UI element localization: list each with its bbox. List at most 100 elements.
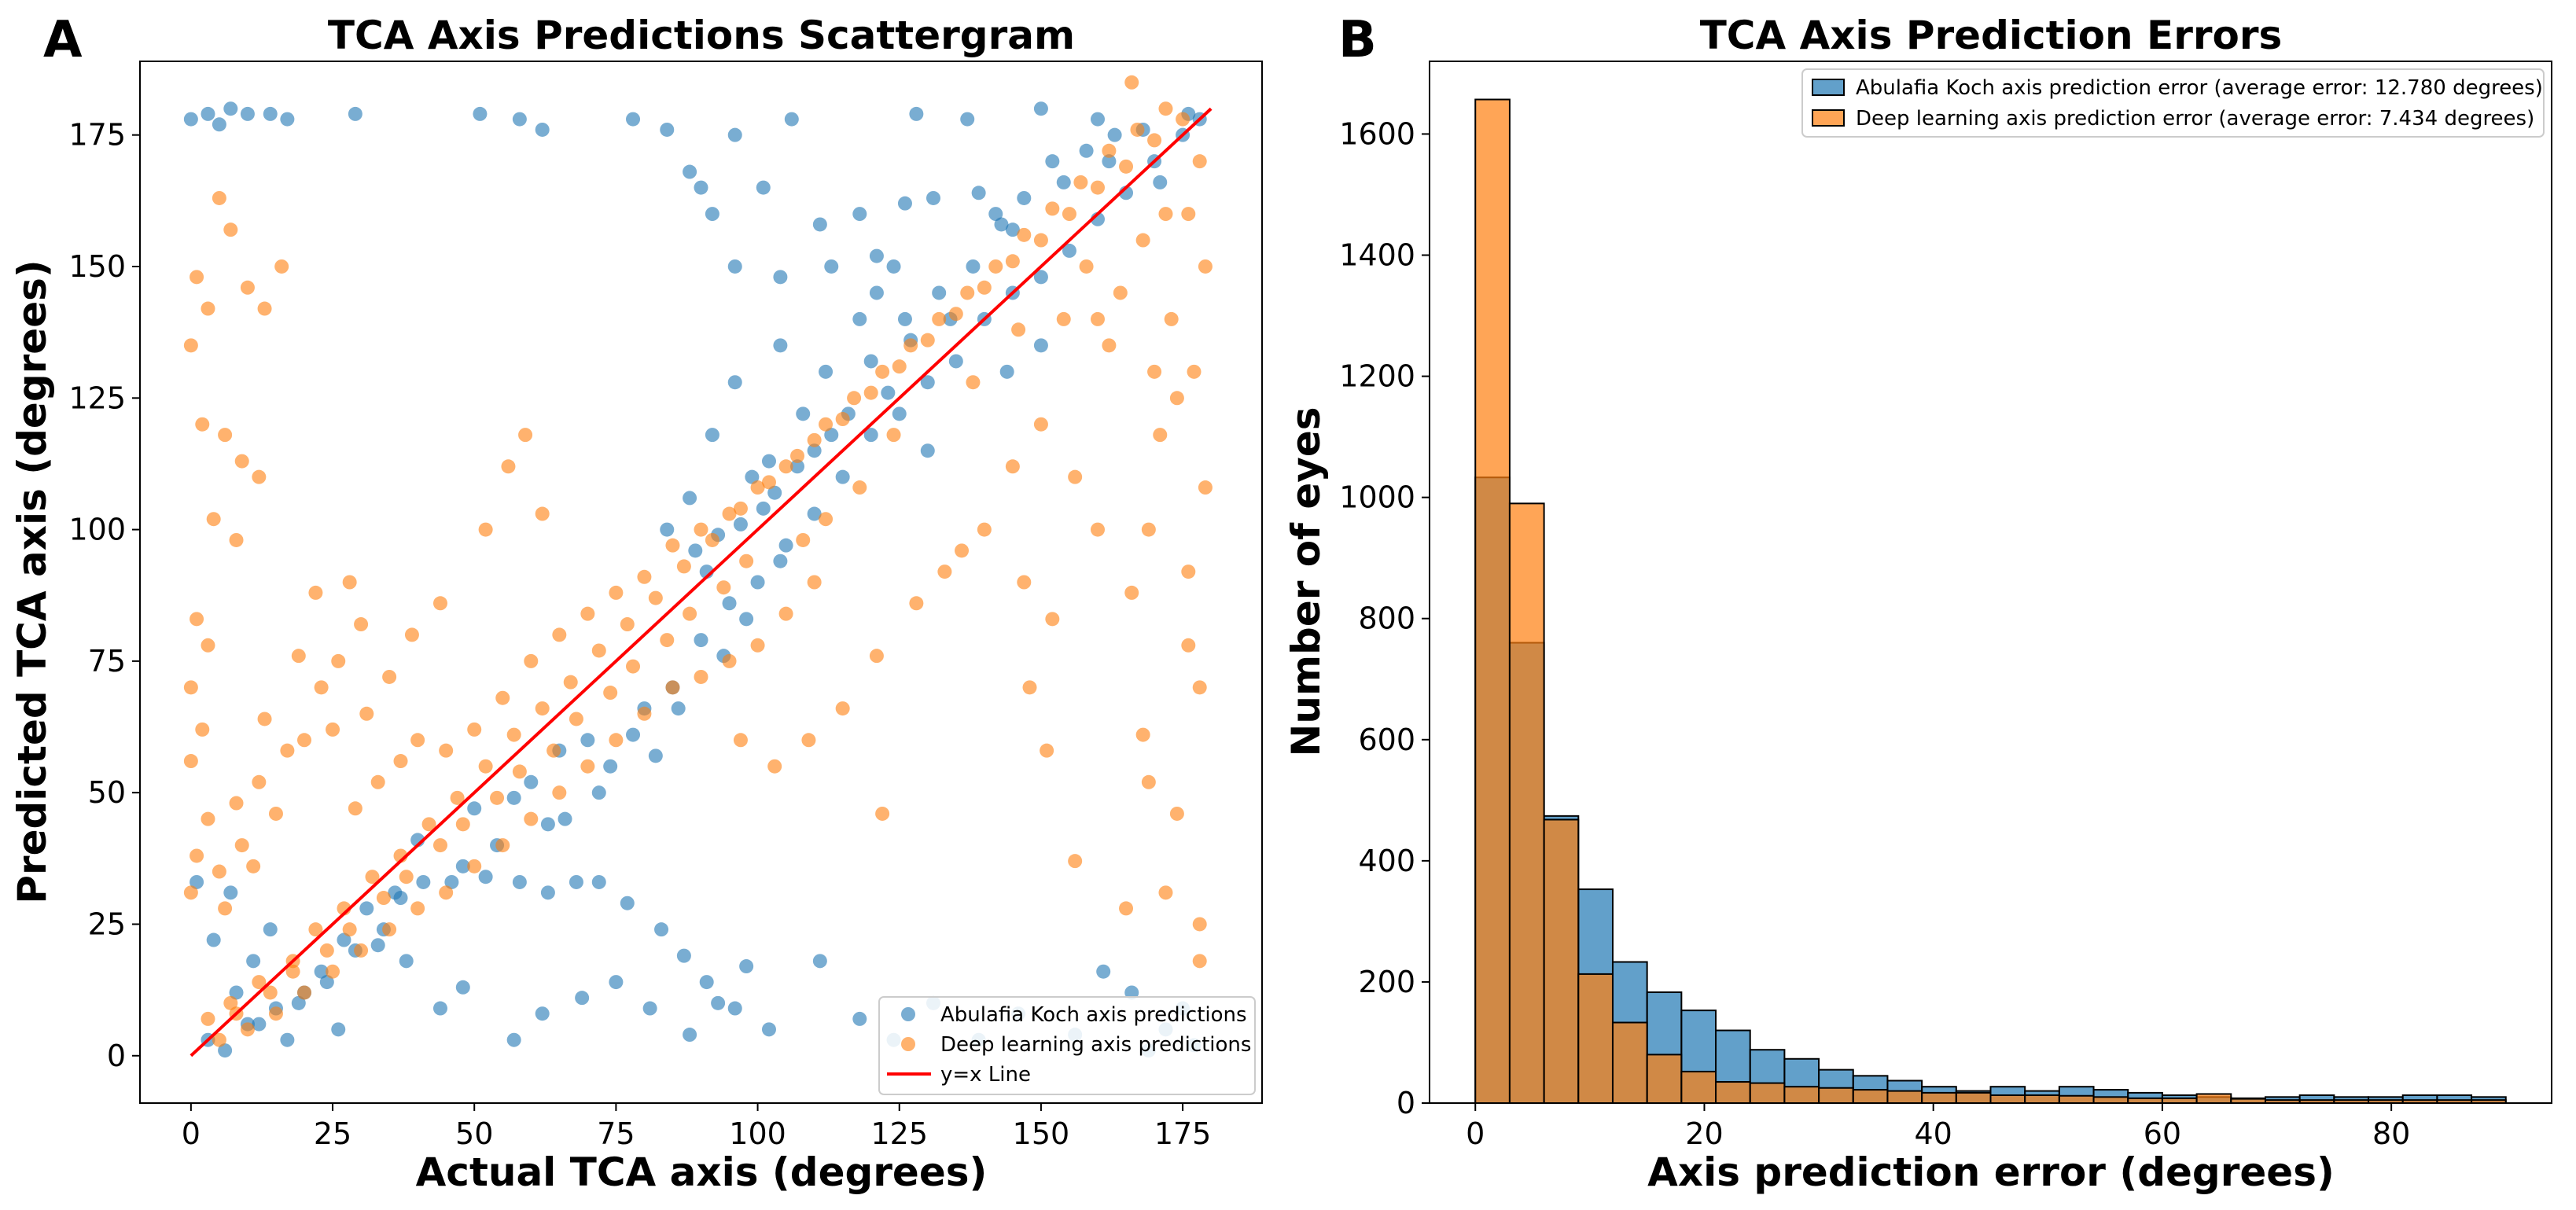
deep-learning-point: [1176, 112, 1190, 127]
abulafia-koch-point: [909, 106, 924, 121]
abulafia-koch-point: [727, 375, 742, 390]
abulafia-koch-point: [790, 459, 805, 474]
deep-learning-point: [546, 743, 561, 758]
abulafia-koch-point: [994, 217, 1009, 232]
abulafia-koch-point: [444, 874, 459, 889]
abulafia-koch-point: [603, 759, 618, 774]
deep-learning-point: [223, 223, 238, 237]
abulafia-koch-point: [1062, 243, 1076, 258]
deep-learning-error-bar: [2195, 1093, 2232, 1105]
abulafia-koch-point: [756, 180, 771, 195]
abulafia-koch-point: [756, 501, 771, 516]
legend-swatch-abulafia-koch-error: [1812, 79, 1845, 96]
deep-learning-error-bar: [2024, 1094, 2060, 1105]
abulafia-koch-point: [824, 428, 839, 443]
legend-label-reference-line: y=x Line: [940, 1063, 1031, 1087]
deep-learning-point: [626, 659, 641, 674]
deep-learning-point: [195, 722, 210, 737]
abulafia-koch-point: [863, 428, 878, 443]
deep-learning-point: [314, 680, 329, 695]
deep-learning-point: [342, 922, 357, 937]
abulafia-koch-point: [370, 938, 385, 953]
deep-learning-error-bar: [1543, 818, 1580, 1104]
legend-label-deep-learning: Deep learning axis predictions: [940, 1033, 1251, 1057]
deep-learning-point: [268, 1006, 283, 1021]
abulafia-koch-point: [812, 217, 827, 232]
legend-label-abulafia-koch-error: Abulafia Koch axis prediction error (ave…: [1856, 76, 2543, 100]
deep-learning-point: [1033, 417, 1048, 432]
abulafia-koch-point: [948, 354, 963, 369]
abulafia-koch-point: [897, 311, 912, 326]
histogram-x-tick-label: 0: [1466, 1116, 1485, 1151]
abulafia-koch-point: [739, 959, 754, 974]
scatter-y-tick-label: 125: [68, 381, 126, 415]
deep-learning-point: [892, 359, 907, 374]
abulafia-koch-point: [540, 885, 555, 900]
histogram-x-tick-label: 60: [2144, 1116, 2181, 1151]
deep-learning-point: [1005, 254, 1020, 269]
deep-learning-point: [410, 733, 425, 748]
abulafia-koch-point: [727, 127, 742, 142]
deep-learning-point: [807, 575, 822, 590]
deep-learning-error-bar: [1646, 1054, 1683, 1104]
deep-learning-point: [955, 543, 970, 558]
deep-learning-point: [370, 774, 385, 789]
histogram-x-tick-label: 80: [2372, 1116, 2410, 1151]
abulafia-koch-point: [699, 975, 714, 990]
abulafia-koch-point: [399, 954, 414, 969]
deep-learning-point: [421, 817, 436, 832]
scatter-y-tick-label: 175: [68, 118, 126, 153]
deep-learning-point: [535, 701, 550, 716]
scatter-x-tick-label: 150: [1013, 1116, 1070, 1151]
deep-learning-point: [1017, 227, 1032, 242]
deep-learning-point: [716, 580, 731, 595]
deep-learning-point: [326, 722, 340, 737]
deep-learning-point: [218, 428, 233, 443]
deep-learning-point: [1187, 364, 1202, 379]
deep-learning-point: [569, 712, 583, 726]
deep-learning-point: [495, 838, 510, 853]
abulafia-koch-point: [767, 485, 782, 500]
deep-learning-point: [591, 643, 606, 658]
abulafia-koch-point: [1090, 112, 1105, 127]
deep-learning-error-bar: [1818, 1087, 1854, 1105]
histogram-y-tick-label: 400: [1358, 844, 1415, 878]
abulafia-koch-point: [319, 975, 334, 990]
legend-marker-deep-learning: [901, 1037, 915, 1051]
deep-learning-point: [432, 596, 447, 611]
abulafia-koch-point: [252, 1017, 267, 1032]
deep-learning-point: [778, 606, 793, 621]
abulafia-koch-point: [920, 443, 935, 458]
abulafia-koch-point: [1033, 338, 1048, 353]
deep-learning-point: [660, 633, 675, 648]
scatter-y-tick-label: 0: [107, 1039, 126, 1073]
scatter-title: TCA Axis Predictions Scattergram: [328, 13, 1075, 58]
scatter-x-tick-label: 100: [729, 1116, 786, 1151]
abulafia-koch-point: [535, 122, 550, 137]
abulafia-koch-point: [591, 874, 606, 889]
deep-learning-point: [1192, 917, 1207, 932]
deep-learning-point: [1124, 585, 1139, 600]
abulafia-koch-point: [263, 106, 278, 121]
deep-learning-point: [354, 617, 369, 632]
abulafia-koch-point: [218, 1043, 233, 1058]
deep-learning-point: [1062, 207, 1076, 222]
deep-learning-point: [535, 506, 550, 521]
deep-learning-point: [308, 922, 323, 937]
abulafia-koch-point: [240, 106, 255, 121]
deep-learning-point: [274, 259, 289, 274]
histogram-y-tick-label: 0: [1397, 1086, 1415, 1120]
abulafia-koch-point: [506, 1032, 521, 1047]
deep-learning-point: [960, 285, 975, 300]
deep-learning-point: [552, 627, 567, 642]
deep-learning-point: [722, 506, 737, 521]
abulafia-koch-point: [183, 112, 198, 127]
deep-learning-point: [439, 743, 454, 758]
abulafia-koch-point: [1005, 223, 1020, 237]
abulafia-koch-point: [524, 774, 539, 789]
abulafia-koch-point: [881, 385, 896, 400]
abulafia-koch-point: [223, 885, 238, 900]
abulafia-koch-point: [694, 180, 708, 195]
deep-learning-point: [1158, 207, 1173, 222]
histogram-y-tick-label: 800: [1358, 601, 1415, 636]
